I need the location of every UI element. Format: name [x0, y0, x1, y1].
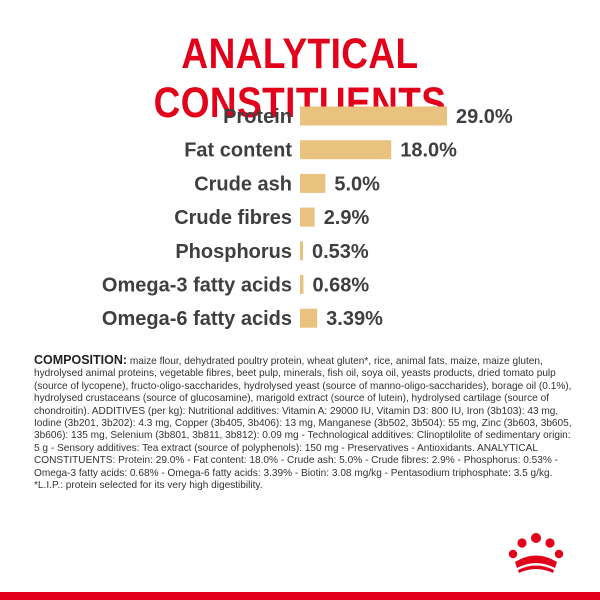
crown-logo-icon	[508, 533, 564, 573]
value-label: 2.9%	[324, 207, 370, 229]
bar	[300, 241, 303, 261]
category-label: Phosphorus	[175, 241, 292, 263]
category-label: Omega-6 fatty acids	[102, 308, 292, 330]
value-label: 5.0%	[334, 173, 380, 195]
composition-block: COMPOSITION: maize flour, dehydrated pou…	[34, 354, 574, 492]
category-label: Crude ash	[194, 173, 292, 195]
category-label: Crude fibres	[174, 207, 292, 229]
bar	[300, 106, 447, 126]
bar	[300, 207, 315, 227]
value-label: 29.0%	[456, 106, 513, 128]
category-label: Fat content	[184, 140, 292, 162]
bar	[300, 308, 318, 328]
value-label: 0.68%	[312, 275, 369, 297]
value-label: 0.53%	[312, 241, 369, 263]
composition-heading: COMPOSITION:	[34, 353, 128, 367]
composition-text: maize flour, dehydrated poultry protein,…	[34, 356, 572, 492]
category-label: Omega-3 fatty acids	[102, 275, 292, 297]
bottom-accent-bar	[0, 592, 600, 600]
analytical-constituents-bar-chart: Protein 29.0% Fat content 18.0% Crude ash 5.0…	[102, 106, 513, 330]
bar	[300, 173, 326, 193]
category-label: Protein	[223, 106, 292, 128]
value-label: 18.0%	[400, 140, 457, 162]
bar	[300, 140, 392, 160]
page-title: ANALYTICAL CONSTITUENTS	[153, 30, 447, 127]
bar	[300, 275, 304, 294]
value-label: 3.39%	[326, 308, 383, 330]
